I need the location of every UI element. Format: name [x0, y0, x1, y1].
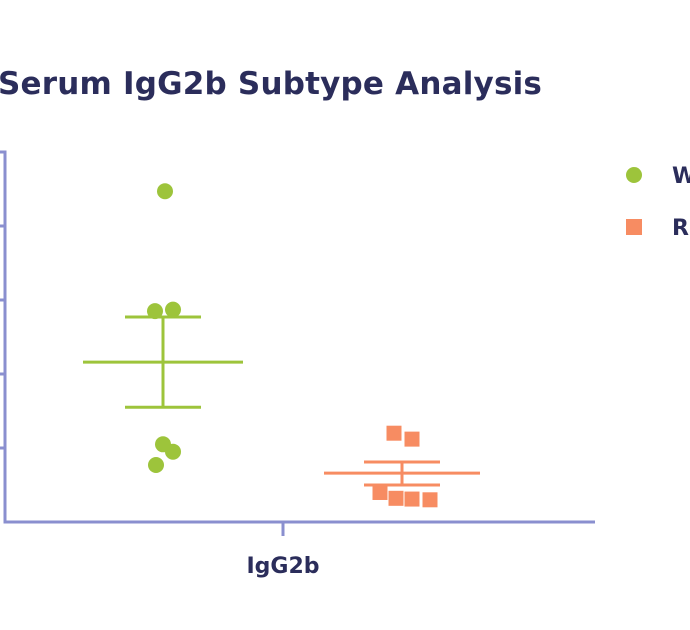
legend-label: W [672, 164, 690, 189]
data-point [422, 492, 438, 508]
legend-item-w: W [626, 164, 690, 189]
plot-area [83, 183, 480, 508]
data-point [386, 425, 402, 441]
data-point [148, 457, 164, 474]
data-point [372, 484, 388, 500]
data-point [165, 443, 181, 460]
data-point [404, 431, 420, 447]
data-point [147, 303, 163, 320]
axes: IgG2b [0, 150, 595, 579]
chart-title: Serum IgG2b Subtype Analysis [0, 66, 543, 102]
data-point [165, 301, 181, 318]
legend: WR [626, 164, 690, 241]
data-point [388, 490, 404, 506]
data-point [404, 491, 420, 507]
legend-item-r: R [626, 216, 689, 241]
legend-marker [626, 167, 642, 183]
legend-label: R [672, 216, 689, 241]
series-w [83, 183, 243, 474]
series-r [324, 425, 480, 508]
x-tick-label: IgG2b [246, 554, 319, 579]
data-point [157, 183, 173, 200]
legend-marker [626, 219, 642, 235]
